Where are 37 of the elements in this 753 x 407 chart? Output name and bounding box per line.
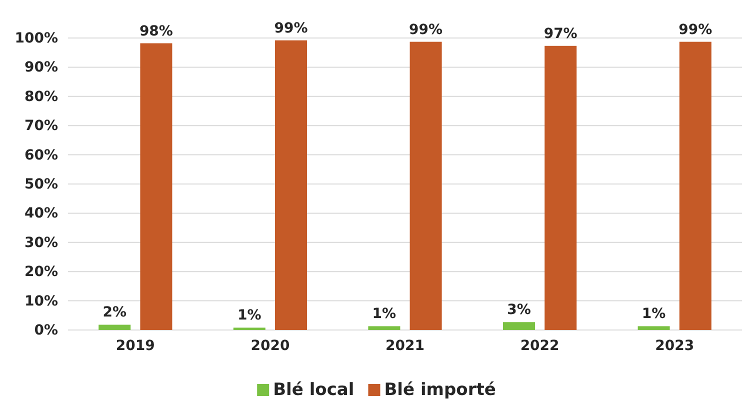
bar xyxy=(679,42,712,330)
x-tick-label: 2022 xyxy=(520,338,560,354)
y-tick-label: 10% xyxy=(24,293,58,310)
y-tick-label: 50% xyxy=(24,176,58,192)
y-tick-label: 60% xyxy=(24,147,58,164)
y-tick-label: 100% xyxy=(14,30,58,46)
x-tick-label: 2019 xyxy=(116,338,155,354)
y-tick-label: 20% xyxy=(24,264,58,280)
data-label: 3% xyxy=(507,302,531,318)
x-tick-label: 2020 xyxy=(250,338,290,354)
legend-label: Blé importé xyxy=(384,380,496,400)
y-tick-label: 90% xyxy=(24,60,58,76)
bar xyxy=(503,322,535,330)
bar xyxy=(98,324,131,330)
bar xyxy=(544,46,577,330)
legend-label: Blé local xyxy=(273,380,354,400)
data-label: 1% xyxy=(372,306,396,322)
x-tick-label: 2023 xyxy=(655,338,694,354)
bar xyxy=(638,326,670,330)
data-label: 97% xyxy=(544,26,578,42)
data-label: 99% xyxy=(409,22,443,38)
bar xyxy=(410,42,442,330)
y-tick-label: 80% xyxy=(24,88,58,105)
y-tick-label: 70% xyxy=(24,118,58,134)
data-label: 98% xyxy=(139,23,173,40)
y-tick-label: 0% xyxy=(34,322,58,338)
data-label: 1% xyxy=(642,306,666,322)
data-label: 2% xyxy=(102,304,126,321)
bar xyxy=(368,326,400,330)
data-label: 1% xyxy=(238,308,262,324)
y-tick-label: 40% xyxy=(24,206,58,222)
bar xyxy=(275,40,307,330)
bar xyxy=(140,43,172,330)
data-label: 99% xyxy=(274,20,308,36)
x-tick-label: 2021 xyxy=(386,338,424,354)
data-label: 99% xyxy=(678,22,712,38)
y-tick-label: 30% xyxy=(24,234,58,251)
